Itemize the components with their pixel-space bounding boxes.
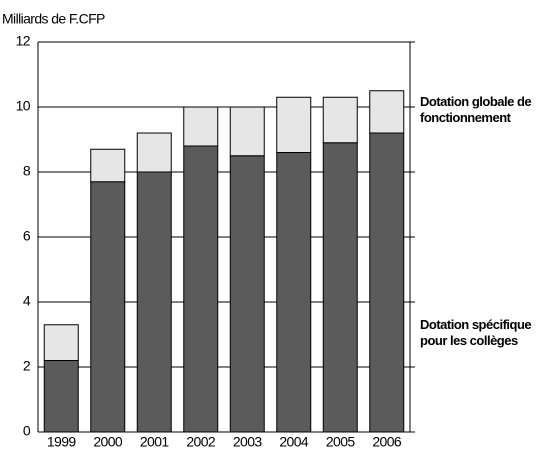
bar-segment xyxy=(90,181,126,433)
bar-segment xyxy=(369,90,405,134)
x-tick-label: 2006 xyxy=(372,434,402,450)
y-tick-label: 2 xyxy=(23,358,31,374)
legend-entry: Dotation spécifique pour les collèges xyxy=(420,317,532,348)
bar-segment xyxy=(229,106,265,157)
x-tick-label: 2005 xyxy=(326,434,356,450)
x-tick-label: 2000 xyxy=(93,434,123,450)
y-tick-label: 8 xyxy=(23,163,31,179)
bar-segment xyxy=(276,152,312,433)
bar-segment xyxy=(183,106,219,147)
bar-segment xyxy=(229,155,265,433)
bar-segment xyxy=(136,171,172,433)
bar-segment xyxy=(183,145,219,433)
y-tick-label: 10 xyxy=(16,98,31,114)
bar-segment xyxy=(90,148,126,183)
x-tick-label: 2001 xyxy=(140,434,170,450)
x-tick-label: 2003 xyxy=(233,434,263,450)
y-tick-label: 12 xyxy=(16,33,31,49)
bar-segment xyxy=(322,142,358,433)
y-tick-label: 4 xyxy=(23,293,31,309)
y-axis-label: Milliards de F.CFP xyxy=(2,11,105,27)
bar-segment xyxy=(136,132,172,173)
bar-segment xyxy=(276,96,312,153)
x-tick-label: 2002 xyxy=(186,434,216,450)
bar-segment xyxy=(322,96,358,144)
x-tick-label: 2004 xyxy=(279,434,309,450)
y-tick-label: 6 xyxy=(23,228,31,244)
legend-entry: Dotation globale de fonctionnement xyxy=(420,94,532,125)
y-tick-label: 0 xyxy=(23,423,31,439)
bar-segment xyxy=(43,360,79,433)
bar-segment xyxy=(369,132,405,433)
x-tick-label: 1999 xyxy=(47,434,77,450)
bar-segment xyxy=(43,324,79,361)
